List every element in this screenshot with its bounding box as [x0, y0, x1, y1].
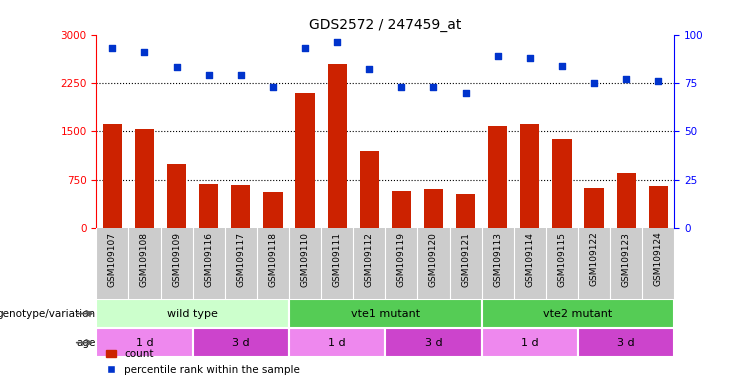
Text: 1 d: 1 d	[136, 338, 153, 348]
Text: vte2 mutant: vte2 mutant	[543, 309, 613, 319]
Point	[139, 49, 150, 55]
Text: GSM109123: GSM109123	[622, 232, 631, 286]
Bar	[648, 185, 668, 228]
Bar	[328, 64, 347, 228]
Bar	[424, 189, 443, 228]
Bar	[289, 328, 385, 357]
Bar	[482, 328, 578, 357]
Point	[556, 63, 568, 69]
Point	[428, 84, 439, 90]
Bar	[520, 124, 539, 228]
Text: GSM109114: GSM109114	[525, 232, 534, 286]
Bar	[231, 185, 250, 228]
Bar	[96, 328, 193, 357]
Text: GSM109110: GSM109110	[301, 232, 310, 286]
Point	[588, 80, 600, 86]
Bar	[96, 299, 289, 328]
Point	[170, 65, 182, 71]
Legend: count, percentile rank within the sample: count, percentile rank within the sample	[102, 345, 305, 379]
Text: GSM109107: GSM109107	[108, 232, 117, 286]
Bar	[385, 328, 482, 357]
Bar	[359, 151, 379, 228]
Point	[396, 84, 408, 90]
Point	[620, 76, 632, 82]
Text: GSM109115: GSM109115	[557, 232, 566, 286]
Text: GSM109118: GSM109118	[268, 232, 277, 286]
Bar	[617, 173, 636, 228]
Text: GSM109111: GSM109111	[333, 232, 342, 286]
Bar	[392, 191, 411, 228]
Point	[492, 53, 504, 59]
Point	[459, 89, 471, 96]
Text: GSM109108: GSM109108	[140, 232, 149, 286]
Text: 3 d: 3 d	[617, 338, 635, 348]
Text: vte1 mutant: vte1 mutant	[350, 309, 420, 319]
Text: GSM109112: GSM109112	[365, 232, 373, 286]
Bar	[289, 299, 482, 328]
Bar	[135, 129, 154, 228]
Text: GSM109109: GSM109109	[172, 232, 181, 286]
Bar	[488, 126, 508, 228]
Text: GSM109124: GSM109124	[654, 232, 662, 286]
Bar	[585, 188, 604, 228]
Text: 1 d: 1 d	[328, 338, 346, 348]
Point	[107, 45, 119, 51]
Text: GSM109120: GSM109120	[429, 232, 438, 286]
Text: GSM109113: GSM109113	[494, 232, 502, 286]
Point	[299, 45, 311, 51]
Bar	[578, 328, 674, 357]
Text: GSM109117: GSM109117	[236, 232, 245, 286]
Text: genotype/variation: genotype/variation	[0, 309, 96, 319]
Point	[363, 66, 375, 73]
Point	[524, 55, 536, 61]
Text: wild type: wild type	[167, 309, 218, 319]
Text: GSM109119: GSM109119	[397, 232, 406, 286]
Point	[235, 72, 247, 78]
Bar	[552, 139, 571, 228]
Point	[203, 72, 215, 78]
Bar	[167, 164, 186, 228]
Text: age: age	[76, 338, 96, 348]
Text: GSM109116: GSM109116	[205, 232, 213, 286]
Text: 3 d: 3 d	[425, 338, 442, 348]
Point	[652, 78, 664, 84]
Bar	[103, 124, 122, 228]
Bar	[296, 93, 315, 228]
Text: 1 d: 1 d	[521, 338, 539, 348]
Point	[267, 84, 279, 90]
Bar	[482, 299, 674, 328]
Bar	[456, 194, 475, 228]
Text: GSM109121: GSM109121	[461, 232, 470, 286]
Text: GSM109122: GSM109122	[590, 232, 599, 286]
Text: 3 d: 3 d	[232, 338, 250, 348]
Bar	[263, 192, 282, 228]
Bar	[193, 328, 289, 357]
Point	[331, 39, 343, 45]
Bar	[199, 184, 219, 228]
Title: GDS2572 / 247459_at: GDS2572 / 247459_at	[309, 18, 462, 32]
